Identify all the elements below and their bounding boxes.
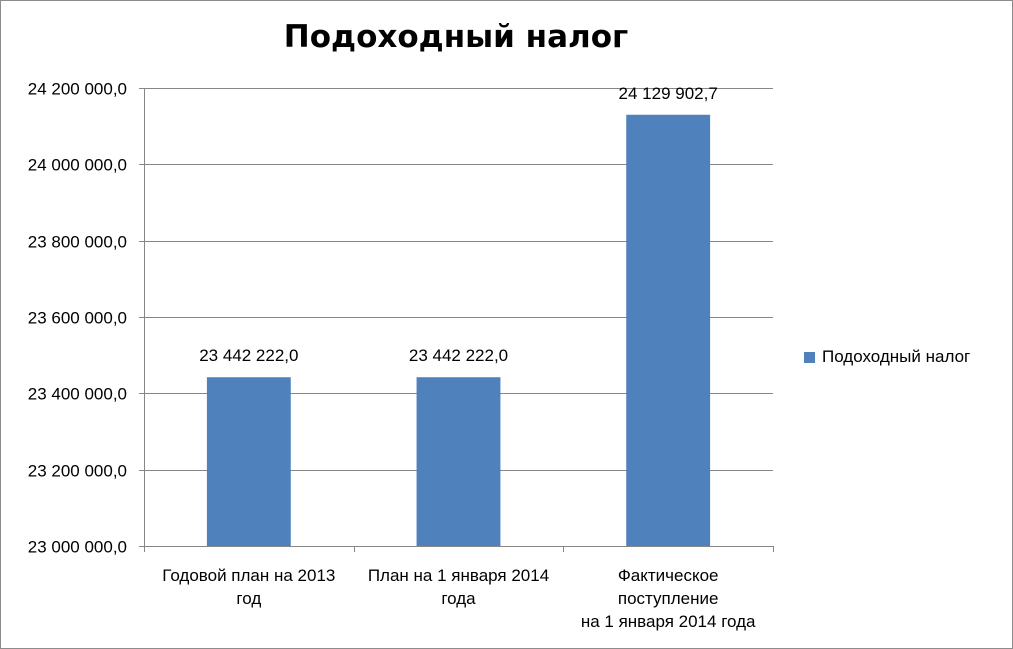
x-tick-label: год bbox=[236, 589, 261, 608]
legend-swatch bbox=[804, 351, 815, 363]
x-tick-label: Годовой план на 2013 bbox=[162, 566, 335, 585]
data-label: 23 442 222,0 bbox=[199, 346, 298, 365]
y-tick-label: 24 000 000,0 bbox=[28, 156, 127, 175]
bar bbox=[416, 377, 501, 546]
y-tick-label: 23 800 000,0 bbox=[28, 233, 127, 252]
x-tick-label: поступление bbox=[618, 589, 719, 608]
y-tick-label: 23 400 000,0 bbox=[28, 385, 127, 404]
x-tick-label: на 1 января 2014 года bbox=[581, 612, 756, 631]
bar bbox=[626, 114, 711, 547]
x-tick-label: Фактическое bbox=[618, 566, 719, 585]
legend-label: Подоходный налог bbox=[822, 347, 971, 366]
x-tick-label: года bbox=[441, 589, 476, 608]
x-tick-label: План на 1 января 2014 bbox=[368, 566, 549, 585]
y-tick-label: 23 600 000,0 bbox=[28, 309, 127, 328]
bar bbox=[206, 377, 291, 546]
legend: Подоходный налог bbox=[804, 347, 970, 367]
chart-title: Подоходный налог bbox=[283, 19, 629, 55]
y-tick-label: 24 200 000,0 bbox=[28, 80, 127, 99]
data-label: 23 442 222,0 bbox=[409, 346, 508, 365]
y-tick-label: 23 000 000,0 bbox=[28, 538, 127, 557]
y-tick-label: 23 200 000,0 bbox=[28, 462, 127, 481]
data-label: 24 129 902,7 bbox=[619, 84, 718, 103]
